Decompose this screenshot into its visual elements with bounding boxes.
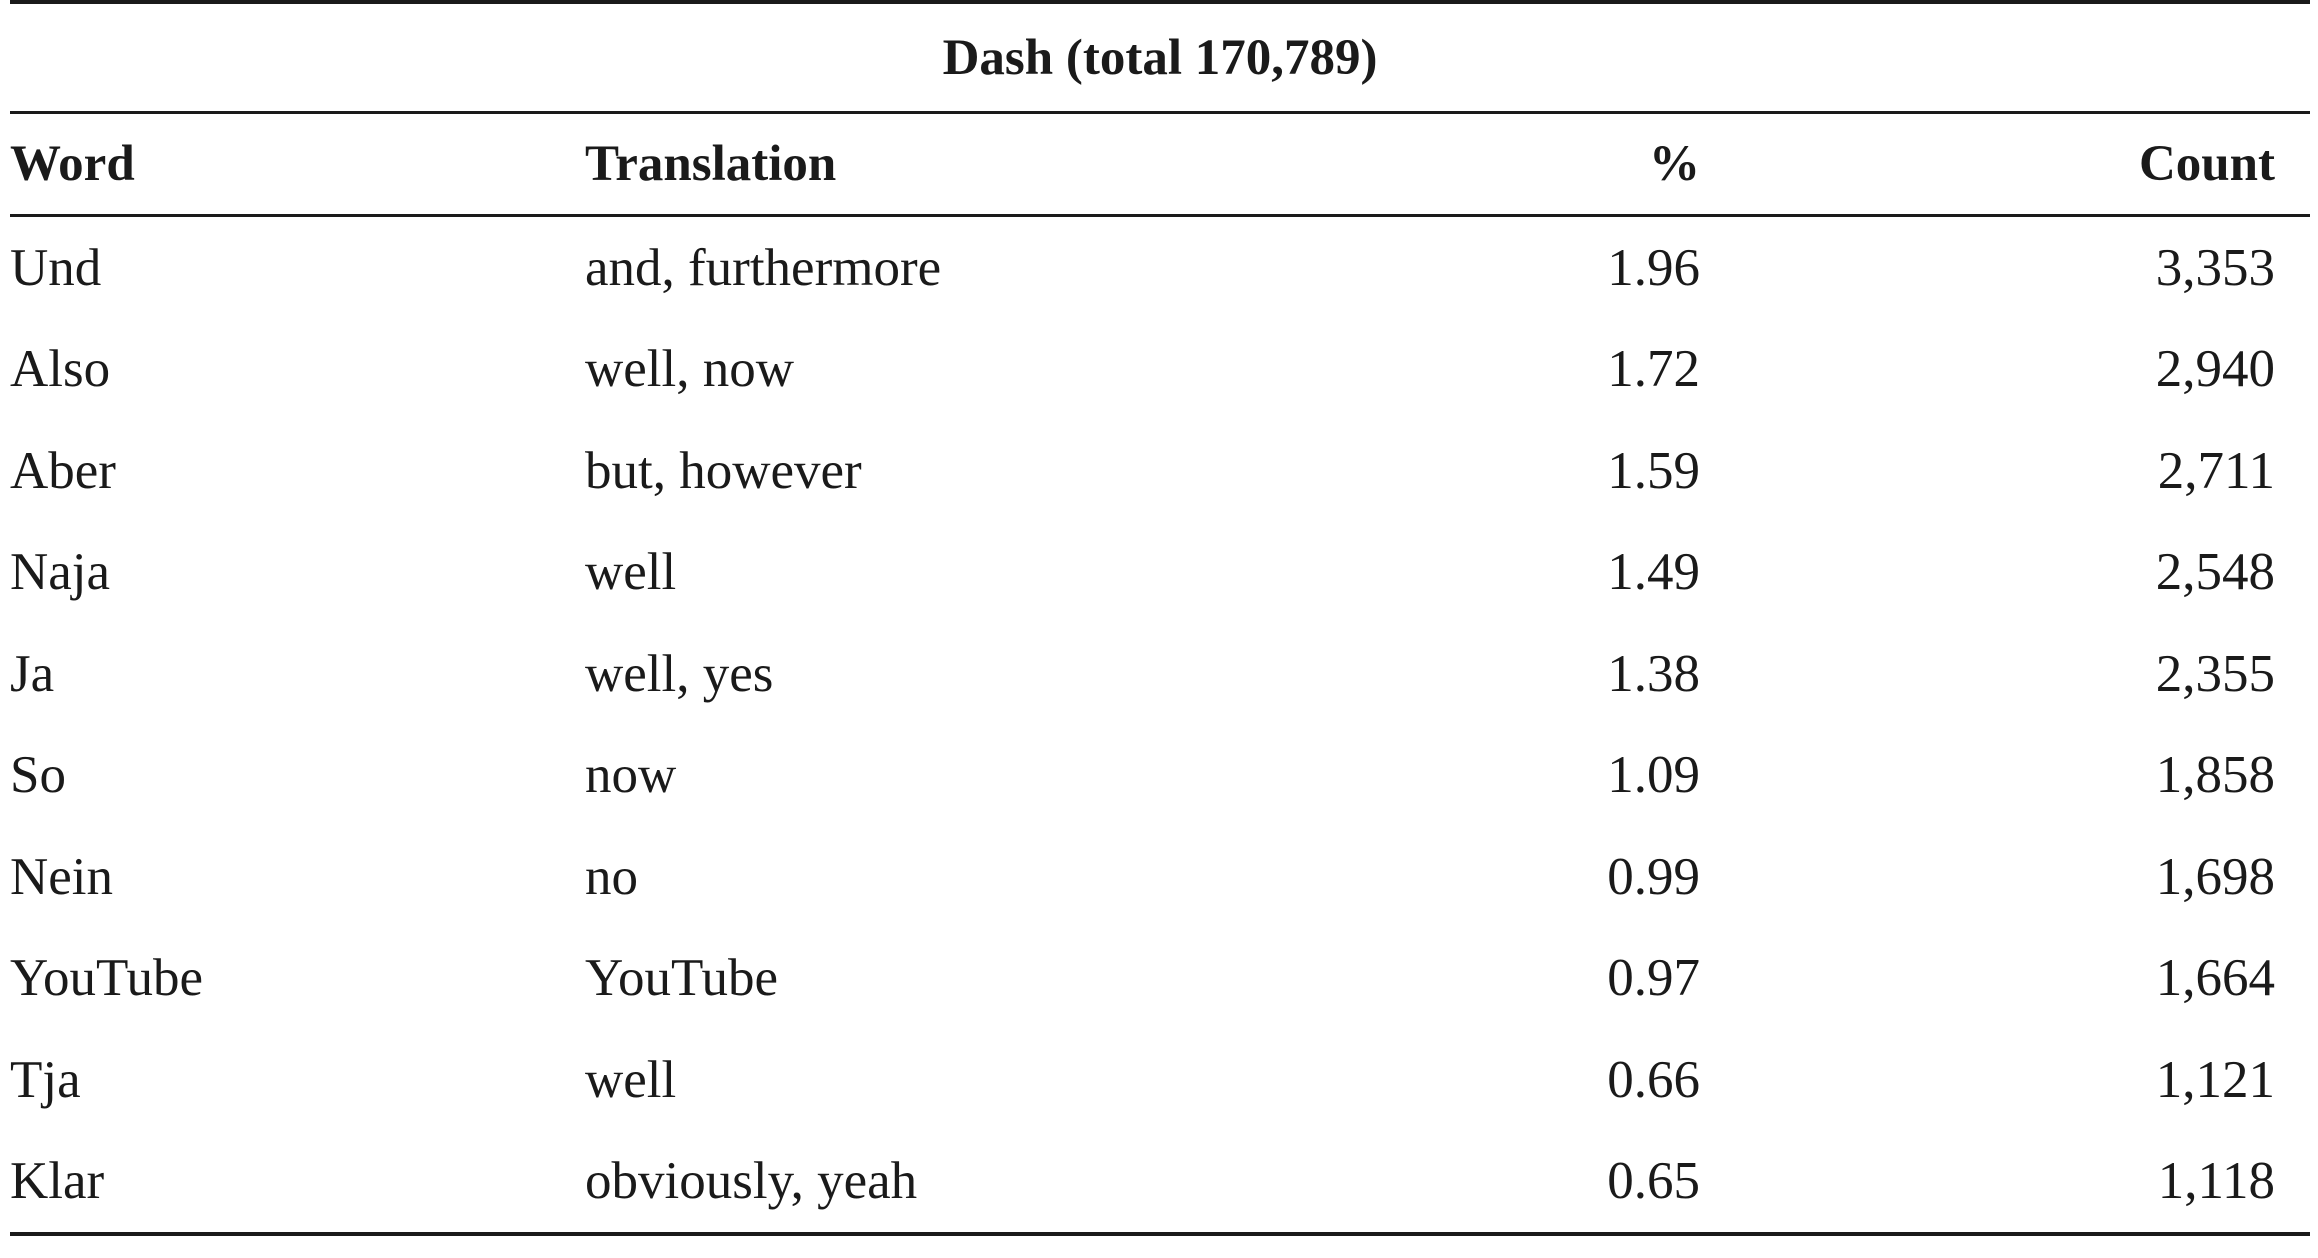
cell-percent: 1.38 [1607, 644, 1700, 703]
column-header-count: Count [1700, 112, 2275, 217]
cell-translation: now [585, 746, 677, 805]
cell-translation: YouTube [585, 949, 779, 1008]
cell-word: Also [10, 340, 111, 399]
table-row: Ja well, yes 1.38 2,355 [10, 623, 2310, 725]
cell-percent: 0.97 [1607, 949, 1700, 1008]
cell-spacer [2275, 826, 2310, 928]
cell-count: 1,858 [2155, 746, 2275, 805]
cell-count: 1,698 [2155, 847, 2275, 906]
cell-count: 2,548 [2155, 543, 2275, 602]
cell-count: 1,121 [2155, 1050, 2275, 1109]
table-row: Naja well 1.49 2,548 [10, 522, 2310, 624]
cell-count: 3,353 [2155, 238, 2275, 297]
table-caption: Dash (total 170,789) [10, 2, 2311, 114]
table-row: Nein no 0.99 1,698 [10, 826, 2310, 928]
column-header-translation: Translation [585, 112, 1385, 217]
cell-word: Aber [10, 441, 116, 500]
cell-count: 1,118 [1700, 1130, 2275, 1236]
cell-translation: well, yes [585, 644, 774, 703]
cell-word: Ja [10, 644, 55, 703]
table-body: Und and, furthermore 1.96 3,353 Also well, no… [10, 216, 2311, 1236]
cell-percent: 0.66 [1607, 1050, 1700, 1109]
cell-translation: obviously, yeah [585, 1130, 1385, 1236]
cell-spacer [2275, 725, 2310, 827]
cell-translation: no [585, 847, 638, 906]
cell-word: Klar [10, 1130, 585, 1236]
cell-percent: 1.59 [1607, 441, 1700, 500]
word-frequency-table: Dash (total 170,789) Word Translation % … [10, 0, 2311, 1236]
cell-percent: 1.72 [1607, 340, 1700, 399]
table-row: Und and, furthermore 1.96 3,353 [10, 216, 2310, 319]
cell-spacer [2275, 623, 2310, 725]
column-header-spacer [2275, 112, 2311, 217]
table-row: Klar obviously, yeah 0.65 1,118 [10, 1130, 2311, 1236]
cell-word: YouTube [10, 949, 204, 1008]
table-row: So now 1.09 1,858 [10, 725, 2310, 827]
cell-count: 2,940 [2155, 340, 2275, 399]
cell-percent: 0.99 [1607, 847, 1700, 906]
cell-count: 2,355 [2155, 644, 2275, 703]
cell-spacer [2275, 420, 2310, 522]
cell-spacer [2275, 1029, 2310, 1131]
cell-translation: well [585, 1050, 677, 1109]
cell-translation: well [585, 543, 677, 602]
cell-word: Tja [10, 1050, 81, 1109]
cell-word: Und [10, 238, 102, 297]
cell-count: 1,664 [2155, 949, 2275, 1008]
cell-translation: well, now [585, 340, 795, 399]
word-frequency-table-container: Dash (total 170,789) Word Translation % … [10, 0, 2311, 1236]
cell-spacer [2275, 216, 2310, 319]
cell-percent: 0.65 [1385, 1130, 1700, 1236]
table-row: Tja well 0.66 1,121 [10, 1029, 2310, 1131]
cell-percent: 1.09 [1607, 746, 1700, 805]
cell-count: 2,711 [2157, 441, 2275, 500]
cell-spacer [2275, 319, 2310, 421]
cell-spacer [2275, 928, 2310, 1030]
cell-translation: but, however [585, 441, 862, 500]
column-header-word: Word [10, 112, 585, 217]
cell-word: So [10, 746, 66, 805]
cell-translation: and, furthermore [585, 238, 942, 297]
column-header-percent: % [1385, 112, 1700, 217]
header-row: Word Translation % Count [10, 112, 2311, 217]
cell-spacer [2275, 522, 2310, 624]
caption-row: Dash (total 170,789) [10, 2, 2311, 114]
cell-percent: 1.96 [1607, 238, 1700, 297]
cell-spacer [2275, 1130, 2311, 1236]
table-row: Also well, now 1.72 2,940 [10, 319, 2310, 421]
cell-word: Naja [10, 543, 111, 602]
cell-word: Nein [10, 847, 114, 906]
table-row: YouTube YouTube 0.97 1,664 [10, 928, 2310, 1030]
table-row: Aber but, however 1.59 2,711 [10, 420, 2310, 522]
cell-percent: 1.49 [1607, 543, 1700, 602]
